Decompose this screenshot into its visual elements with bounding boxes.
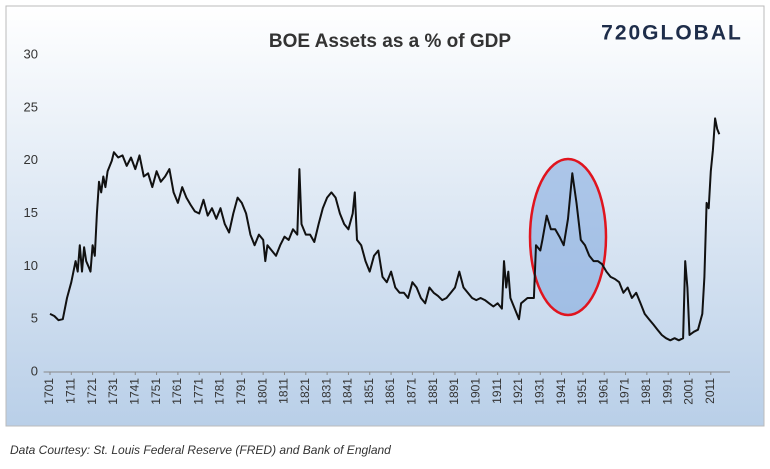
chart-title: BOE Assets as a % of GDP bbox=[269, 31, 511, 52]
x-tick-label: 1801 bbox=[255, 378, 269, 405]
x-tick-label: 1981 bbox=[639, 378, 653, 405]
logo: 720GLOBAL bbox=[601, 22, 743, 45]
x-tick-label: 1711 bbox=[63, 378, 77, 404]
x-tick-label: 1891 bbox=[447, 378, 461, 405]
y-tick-label: 25 bbox=[24, 99, 38, 114]
x-tick-label: 1941 bbox=[554, 378, 568, 405]
x-tick-label: 1831 bbox=[319, 378, 333, 405]
highlight-ellipse bbox=[528, 157, 608, 317]
x-tick-label: 1811 bbox=[277, 378, 291, 404]
plot-background bbox=[5, 5, 765, 427]
x-tick-label: 1931 bbox=[532, 378, 546, 405]
y-tick-label: 0 bbox=[31, 363, 38, 378]
x-tick-label: 2011 bbox=[703, 378, 717, 404]
x-tick-label: 1991 bbox=[660, 378, 674, 405]
x-tick-label: 1701 bbox=[42, 378, 56, 405]
x-tick-label: 1821 bbox=[298, 378, 312, 405]
source-note: Data Courtesy: St. Louis Federal Reserve… bbox=[10, 443, 391, 457]
y-tick-label: 5 bbox=[31, 311, 38, 326]
x-tick-label: 1901 bbox=[469, 378, 483, 405]
x-tick-label: 1911 bbox=[490, 378, 504, 404]
y-tick-label: 15 bbox=[24, 205, 38, 220]
x-tick-label: 1971 bbox=[618, 378, 632, 405]
data-line bbox=[49, 117, 721, 342]
x-tick-label: 1761 bbox=[170, 378, 184, 405]
x-tick-label: 2001 bbox=[682, 378, 696, 405]
y-tick-label: 20 bbox=[24, 152, 38, 167]
x-tick-label: 1921 bbox=[511, 378, 525, 405]
x-tick-label: 1881 bbox=[426, 378, 440, 405]
x-tick-label: 1781 bbox=[213, 378, 227, 405]
x-tick-label: 1731 bbox=[106, 378, 120, 405]
x-tick-label: 1871 bbox=[405, 378, 419, 405]
x-tick-label: 1771 bbox=[191, 378, 205, 405]
x-tick-label: 1841 bbox=[341, 378, 355, 405]
x-tick-label: 1721 bbox=[85, 378, 99, 405]
x-tick-label: 1791 bbox=[234, 378, 248, 405]
y-tick-label: 30 bbox=[24, 46, 38, 61]
x-tick-label: 1741 bbox=[127, 378, 141, 405]
x-tick-label: 1951 bbox=[575, 378, 589, 405]
y-tick-label: 10 bbox=[24, 258, 38, 273]
x-tick-label: 1861 bbox=[383, 378, 397, 405]
x-tick-label: 1961 bbox=[596, 378, 610, 405]
x-tick-label: 1751 bbox=[149, 378, 163, 405]
x-tick-label: 1851 bbox=[362, 378, 376, 405]
